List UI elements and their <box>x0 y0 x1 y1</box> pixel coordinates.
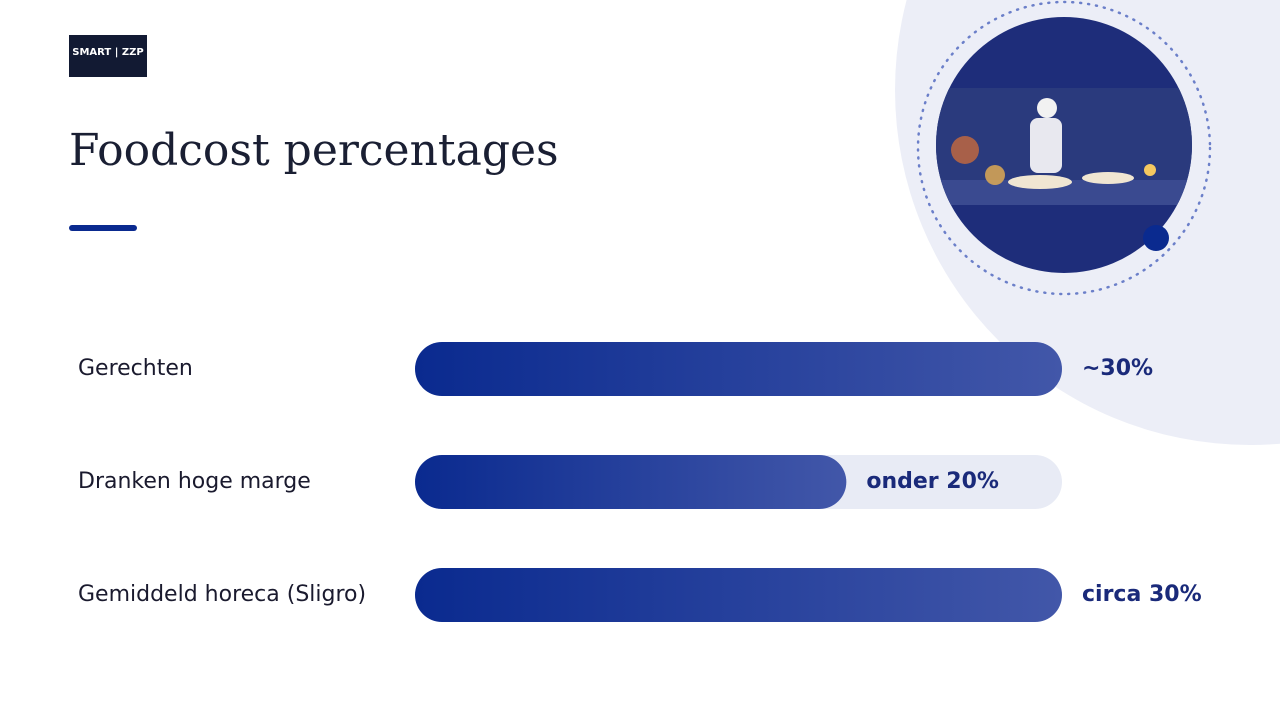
value-label: ~30% <box>1082 356 1153 381</box>
category-label: Dranken hoge marge <box>78 469 311 494</box>
logo-text: SMART | ZZP <box>72 47 143 58</box>
accent-dot <box>1143 225 1169 251</box>
value-label: onder 20% <box>866 469 999 494</box>
kitchen-image <box>936 17 1192 273</box>
category-label: Gemiddeld horeca (Sligro) <box>78 582 366 607</box>
category-label: Gerechten <box>78 356 193 381</box>
chart-title: Foodcost percentages <box>69 125 559 176</box>
bar <box>415 568 1062 622</box>
logo-box <box>69 35 147 77</box>
dotted-ring <box>916 0 1212 296</box>
title-underline <box>69 225 137 231</box>
bar <box>415 342 1062 396</box>
bar <box>415 455 847 509</box>
value-label: circa 30% <box>1082 582 1202 607</box>
